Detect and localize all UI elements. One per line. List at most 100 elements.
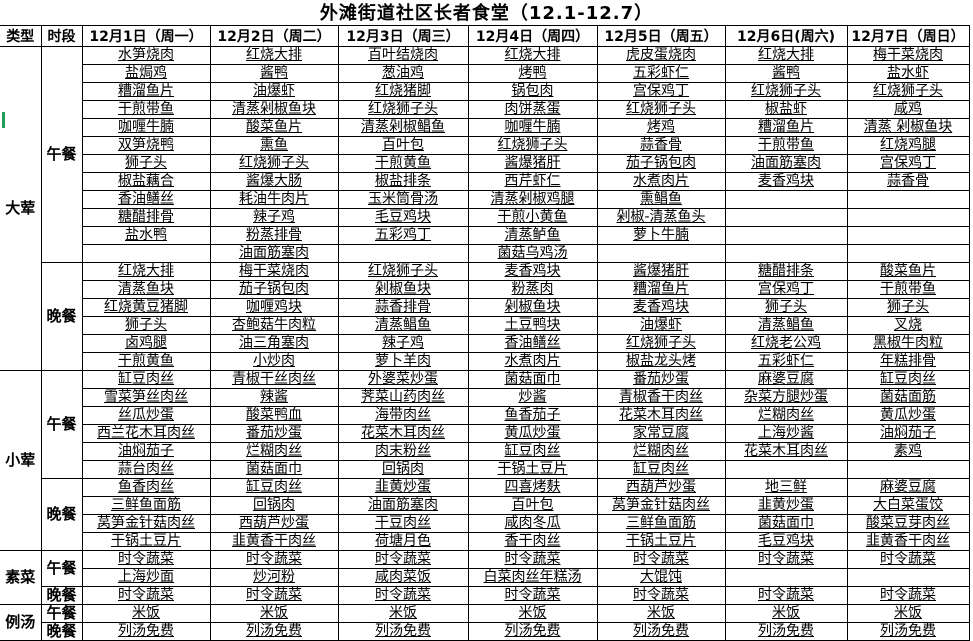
- dish-cell[interactable]: 椒盐排条: [337, 172, 469, 191]
- dish-cell[interactable]: 盐水虾: [846, 64, 970, 83]
- dish-cell[interactable]: 油面筋塞肉: [209, 244, 339, 263]
- dish-cell[interactable]: 列汤免费: [81, 622, 211, 641]
- dish-cell[interactable]: 水煮肉片: [467, 352, 598, 371]
- dish-cell[interactable]: 韭黄香干肉丝: [846, 532, 970, 551]
- dish-cell[interactable]: 椒盐藕合: [81, 172, 211, 191]
- dish-cell[interactable]: 红烧狮子头: [337, 262, 469, 281]
- dish-cell[interactable]: 缸豆肉丝: [846, 370, 970, 389]
- dish-cell[interactable]: 酸菜豆芽肉丝: [846, 514, 970, 533]
- dish-cell[interactable]: 韭黄香干肉丝: [209, 532, 339, 551]
- dish-cell[interactable]: 海带肉丝: [337, 406, 469, 425]
- dish-cell[interactable]: 土豆鸭块: [467, 316, 598, 335]
- dish-cell[interactable]: 油爆虾: [209, 82, 339, 101]
- dish-cell[interactable]: 红烧大排: [724, 46, 848, 65]
- dish-cell[interactable]: 清蒸鲈鱼: [467, 226, 598, 245]
- dish-cell[interactable]: 大馄饨: [596, 568, 726, 587]
- dish-cell[interactable]: 辣酱: [209, 388, 339, 407]
- dish-cell[interactable]: 麻婆豆腐: [724, 370, 848, 389]
- dish-cell[interactable]: 白菜肉丝年糕汤: [467, 568, 598, 587]
- dish-cell[interactable]: 四喜烤麸: [467, 478, 598, 497]
- dish-cell[interactable]: 蒜台肉丝: [81, 460, 211, 479]
- dish-cell[interactable]: 烂糊肉丝: [209, 442, 339, 461]
- dish-cell[interactable]: 地三鲜: [724, 478, 848, 497]
- dish-cell[interactable]: 五彩虾仁: [724, 352, 848, 371]
- dish-cell[interactable]: [846, 244, 970, 263]
- dish-cell[interactable]: 椒盐虾: [724, 100, 848, 119]
- dish-cell[interactable]: 红烧老公鸡: [724, 334, 848, 353]
- dish-cell[interactable]: 青椒香干肉丝: [596, 388, 726, 407]
- dish-cell[interactable]: 缸豆肉丝: [209, 478, 339, 497]
- meal-period-cell[interactable]: 午餐: [40, 46, 83, 263]
- dish-cell[interactable]: 糟溜鱼片: [596, 280, 726, 299]
- dish-cell[interactable]: [846, 226, 970, 245]
- dish-cell[interactable]: 油爆虾: [596, 316, 726, 335]
- dish-cell[interactable]: 干煎带鱼: [81, 100, 211, 119]
- dish-cell[interactable]: 肉饼蒸蛋: [467, 100, 598, 119]
- header-day[interactable]: 12月4日（周四）: [467, 25, 598, 47]
- dish-cell[interactable]: 红烧狮子头: [596, 334, 726, 353]
- dish-cell[interactable]: 小炒肉: [209, 352, 339, 371]
- dish-cell[interactable]: 时令蔬菜: [596, 586, 726, 605]
- dish-cell[interactable]: 时令蔬菜: [467, 550, 598, 569]
- dish-cell[interactable]: 麻婆豆腐: [846, 478, 970, 497]
- dish-cell[interactable]: 酱爆猪肝: [467, 154, 598, 173]
- header-day[interactable]: 12月1日（周一）: [81, 25, 211, 47]
- dish-cell[interactable]: 干锅土豆片: [467, 460, 598, 479]
- dish-cell[interactable]: 五彩鸡丁: [337, 226, 469, 245]
- meal-period-cell[interactable]: 午餐: [40, 604, 83, 623]
- dish-cell[interactable]: 时令蔬菜: [337, 586, 469, 605]
- dish-cell[interactable]: 韭黄炒蛋: [337, 478, 469, 497]
- dish-cell[interactable]: 列汤免费: [724, 622, 848, 641]
- dish-cell[interactable]: 时令蔬菜: [337, 550, 469, 569]
- dish-cell[interactable]: 宫保鸡丁: [596, 82, 726, 101]
- dish-cell[interactable]: 糟溜鱼片: [724, 118, 848, 137]
- dish-cell[interactable]: 酸菜鱼片: [209, 118, 339, 137]
- dish-cell[interactable]: [846, 460, 970, 479]
- dish-cell[interactable]: 麦香鸡块: [467, 262, 598, 281]
- dish-cell[interactable]: 大白菜蛋饺: [846, 496, 970, 515]
- dish-cell[interactable]: 清蒸剁椒鱼块: [209, 100, 339, 119]
- dish-cell[interactable]: 清蒸鱼块: [81, 280, 211, 299]
- dish-cell[interactable]: 酱鸭: [209, 64, 339, 83]
- dish-cell[interactable]: [724, 460, 848, 479]
- dish-cell[interactable]: 米饭: [846, 604, 970, 623]
- dish-cell[interactable]: 清蒸鲳鱼: [337, 316, 469, 335]
- dish-cell[interactable]: 炒酱: [467, 388, 598, 407]
- dish-cell[interactable]: 酸菜鱼片: [846, 262, 970, 281]
- dish-cell[interactable]: 卤鸡腿: [81, 334, 211, 353]
- header-day[interactable]: 12月2日（周二）: [209, 25, 339, 47]
- meal-period-cell[interactable]: 晚餐: [40, 262, 83, 371]
- dish-cell[interactable]: 蒜香排骨: [337, 298, 469, 317]
- dish-cell[interactable]: 萝卜牛腩: [596, 226, 726, 245]
- dish-cell[interactable]: 干煎黄鱼: [337, 154, 469, 173]
- dish-cell[interactable]: 麦香鸡块: [724, 172, 848, 191]
- dish-cell[interactable]: 米饭: [596, 604, 726, 623]
- dish-cell[interactable]: 时令蔬菜: [596, 550, 726, 569]
- dish-cell[interactable]: 糖醋排骨: [81, 208, 211, 227]
- dish-cell[interactable]: 蒜香骨: [596, 136, 726, 155]
- dish-cell[interactable]: [724, 226, 848, 245]
- dish-cell[interactable]: 红烧大排: [467, 46, 598, 65]
- dish-cell[interactable]: 红烧大排: [209, 46, 339, 65]
- dish-cell[interactable]: 花菜木耳肉丝: [337, 424, 469, 443]
- dish-cell[interactable]: 水煮肉片: [596, 172, 726, 191]
- dish-cell[interactable]: 时令蔬菜: [846, 586, 970, 605]
- dish-cell[interactable]: 烂糊肉丝: [724, 406, 848, 425]
- category-cell[interactable]: 小荤: [0, 370, 42, 551]
- dish-cell[interactable]: 黄瓜炒蛋: [846, 406, 970, 425]
- dish-cell[interactable]: 干煎带鱼: [846, 280, 970, 299]
- dish-cell[interactable]: 红烧狮子头: [209, 154, 339, 173]
- dish-cell[interactable]: [596, 244, 726, 263]
- dish-cell[interactable]: 西葫芦炒蛋: [596, 478, 726, 497]
- dish-cell[interactable]: 咖喱牛腩: [467, 118, 598, 137]
- dish-cell[interactable]: 缸豆肉丝: [596, 460, 726, 479]
- dish-cell[interactable]: 列汤免费: [337, 622, 469, 641]
- dish-cell[interactable]: 虎皮蛋烧肉: [596, 46, 726, 65]
- dish-cell[interactable]: 三鲜鱼面筋: [81, 496, 211, 515]
- meal-period-cell[interactable]: 午餐: [40, 550, 83, 587]
- dish-cell[interactable]: [724, 208, 848, 227]
- header-period[interactable]: 时段: [40, 25, 83, 47]
- dish-cell[interactable]: 莴笋金针菇肉丝: [596, 496, 726, 515]
- dish-cell[interactable]: 椒盐龙头烤: [596, 352, 726, 371]
- dish-cell[interactable]: 米饭: [724, 604, 848, 623]
